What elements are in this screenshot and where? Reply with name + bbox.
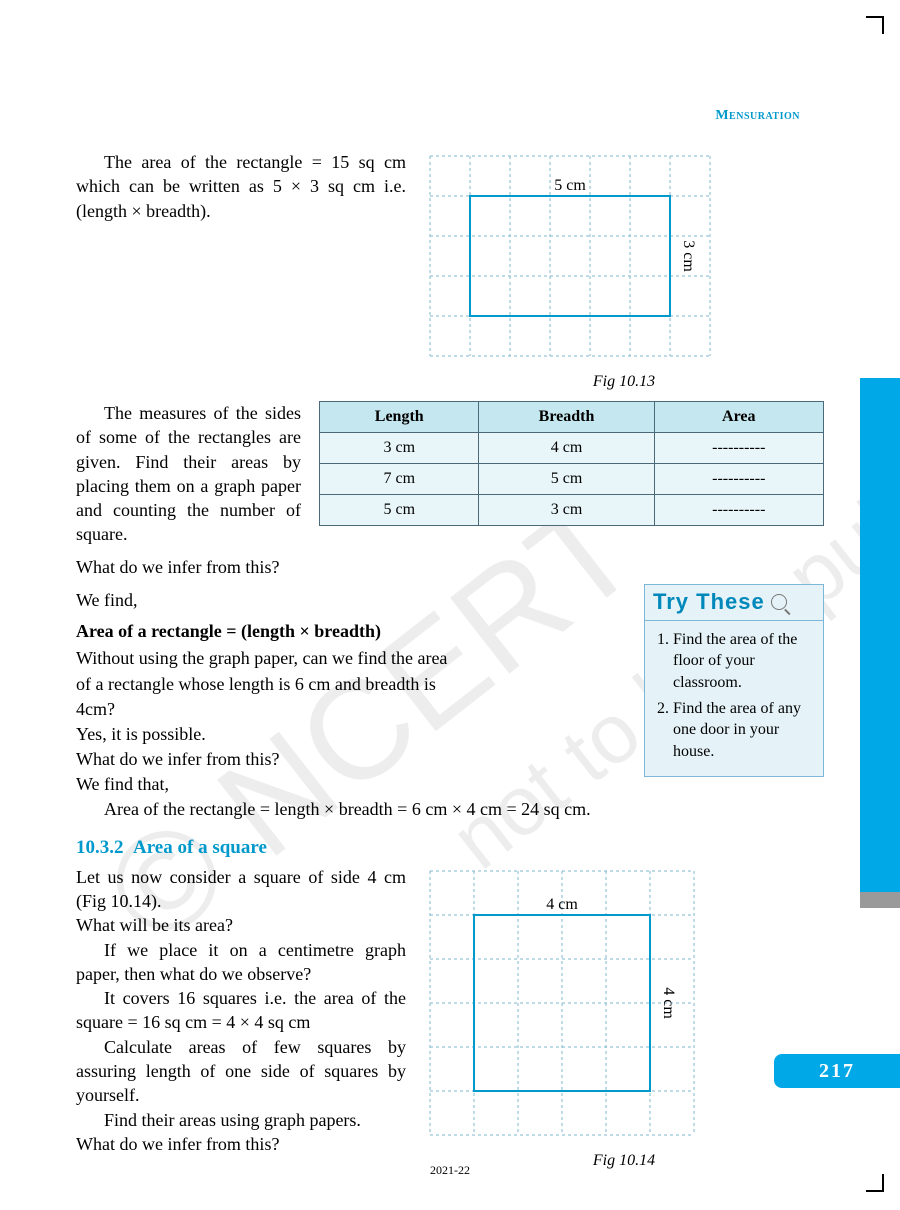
table-cell: ---------- — [654, 433, 823, 464]
intro-l2: which can be written as 5 × 3 sq cm i.e. — [76, 176, 406, 196]
table-row: 7 cm5 cm---------- — [320, 464, 824, 495]
sq-l6: Find their areas using graph papers. — [76, 1108, 406, 1132]
table-cell: 4 cm — [479, 433, 654, 464]
intro-l3: (length × breadth). — [76, 201, 211, 221]
try-these-box: Try These Find the area of the floor of … — [644, 584, 824, 777]
sq-l7: What do we infer from this? — [76, 1132, 406, 1156]
try-list-item: Find the area of the floor of your class… — [673, 629, 813, 694]
section-title: Area of a square — [133, 837, 267, 858]
table-row: 5 cm3 cm---------- — [320, 495, 824, 526]
table-cell: 5 cm — [320, 495, 479, 526]
table-header-cell: Breadth — [479, 402, 654, 433]
sq-l5: Calculate areas of few squares by assuri… — [76, 1035, 406, 1108]
table-cell: 3 cm — [320, 433, 479, 464]
table-cell: ---------- — [654, 495, 823, 526]
svg-text:3 cm: 3 cm — [680, 240, 697, 272]
try-list-item: Find the area of any one door in your ho… — [673, 698, 813, 763]
sq-l4: It covers 16 squares i.e. the area of th… — [76, 986, 406, 1035]
infer-q1: What do we infer from this? — [76, 555, 824, 580]
try-these-list: Find the area of the floor of your class… — [645, 621, 823, 763]
table-row: 3 cm4 cm---------- — [320, 433, 824, 464]
table-intro-para: The measures of the sides of some of the… — [76, 401, 301, 547]
table-cell: ---------- — [654, 464, 823, 495]
rectangle-areas-table: LengthBreadthArea 3 cm4 cm----------7 cm… — [319, 401, 824, 526]
try-these-title: Try These — [653, 587, 765, 618]
intro-para: The area of the rectangle = 15 sq cm whi… — [76, 150, 406, 223]
figure-10-14: 4 cm 4 cm — [424, 865, 718, 1143]
svg-text:5 cm: 5 cm — [554, 177, 586, 194]
magnifier-icon — [771, 594, 787, 610]
table-cell: 3 cm — [479, 495, 654, 526]
table-cell: 5 cm — [479, 464, 654, 495]
intro-l1: The area of the rectangle = 15 sq cm — [104, 152, 406, 172]
table-header-cell: Area — [654, 402, 823, 433]
footer-year: 2021-22 — [0, 1163, 900, 1178]
section-heading: 10.3.2 Area of a square — [76, 837, 824, 859]
table-cell: 7 cm — [320, 464, 479, 495]
sq-l3: If we place it on a centimetre graph pap… — [76, 938, 406, 987]
figure-10-13: 5 cm 3 cm — [424, 150, 734, 364]
section-number: 10.3.2 — [76, 837, 124, 858]
sq-l2: What will be its area? — [76, 913, 406, 937]
fig-10-13-caption: Fig 10.13 — [424, 373, 824, 391]
svg-text:4 cm: 4 cm — [660, 987, 677, 1019]
table-header-cell: Length — [320, 402, 479, 433]
svg-text:4 cm: 4 cm — [546, 896, 578, 913]
area-calc: Area of the rectangle = length × breadth… — [104, 797, 824, 822]
try-these-header: Try These — [645, 585, 823, 621]
sq-l1: Let us now consider a square of side 4 c… — [76, 865, 406, 914]
